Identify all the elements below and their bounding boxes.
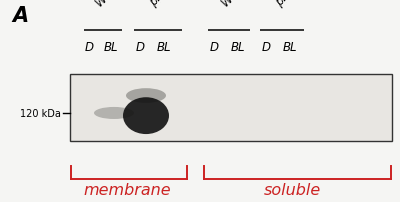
Text: WT: WT [219, 0, 241, 9]
Text: 120 kDa: 120 kDa [20, 108, 61, 118]
Ellipse shape [126, 89, 166, 103]
Text: BL: BL [157, 41, 171, 54]
Ellipse shape [94, 107, 134, 119]
Text: A: A [12, 6, 28, 26]
Ellipse shape [123, 98, 169, 134]
Text: phot1-5: phot1-5 [147, 0, 189, 9]
Text: D: D [262, 41, 270, 54]
Text: D: D [210, 41, 218, 54]
Text: phot1-5: phot1-5 [273, 0, 315, 9]
Text: BL: BL [283, 41, 297, 54]
Text: D: D [84, 41, 93, 54]
Text: WT: WT [93, 0, 115, 9]
FancyBboxPatch shape [70, 75, 392, 141]
Text: soluble: soluble [263, 182, 321, 197]
Text: membrane: membrane [83, 182, 171, 197]
Text: BL: BL [231, 41, 245, 54]
Text: BL: BL [104, 41, 118, 54]
Text: D: D [136, 41, 144, 54]
